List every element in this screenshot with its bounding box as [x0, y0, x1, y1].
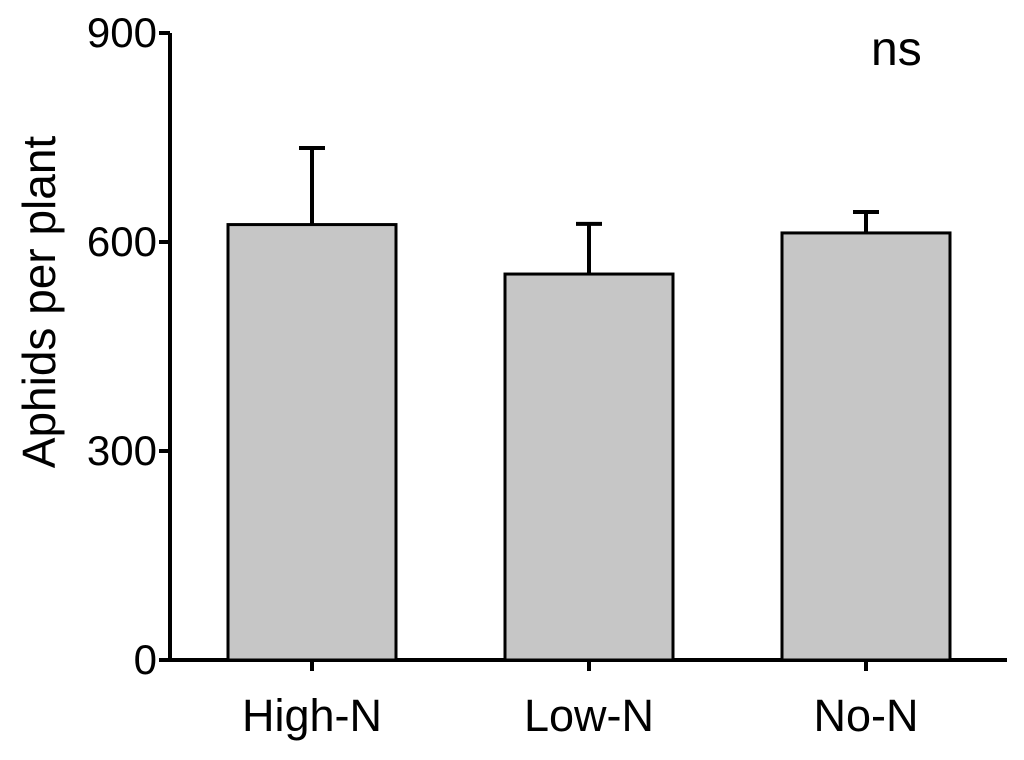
significance-annotation: ns [871, 23, 922, 76]
bar-high-n [226, 223, 398, 662]
bar-no-n [780, 231, 952, 662]
y-tick-label: 0 [133, 636, 157, 683]
x-category-label: High-N [241, 690, 383, 741]
y-tick-label: 300 [86, 427, 157, 474]
y-tick-label: 600 [86, 218, 157, 265]
bar-low-n [503, 272, 675, 662]
x-category-label: No-N [813, 690, 919, 741]
x-category-label: Low-N [523, 690, 655, 741]
y-tick-label: 900 [86, 9, 157, 56]
